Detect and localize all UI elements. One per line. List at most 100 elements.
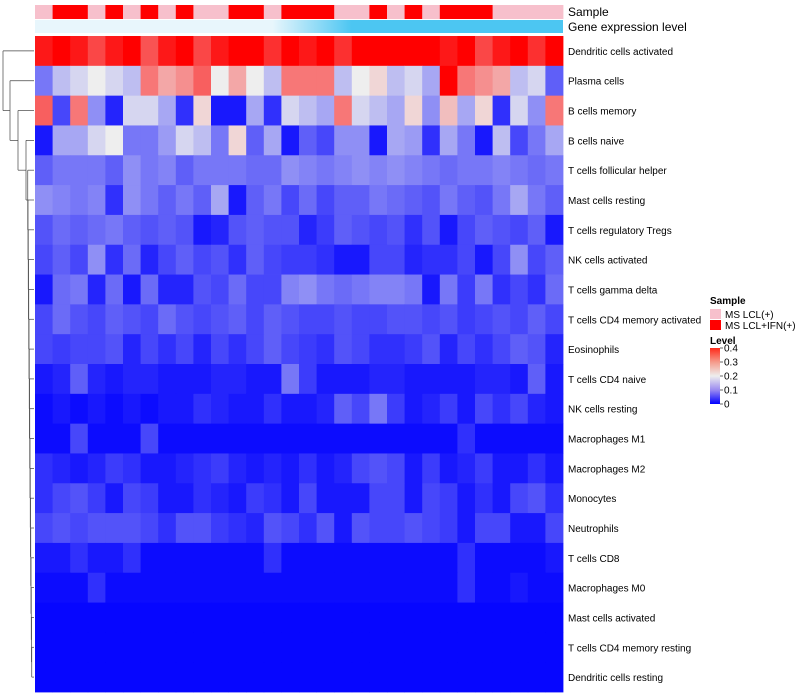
heatmap-cell bbox=[545, 453, 564, 484]
heatmap-cell bbox=[439, 513, 458, 544]
heatmap-cell bbox=[351, 95, 370, 126]
sample-legend: Sample MS LCL(+) MS LCL+IFN(+) bbox=[710, 296, 796, 332]
heatmap-cell bbox=[369, 125, 388, 156]
heatmap-cell bbox=[87, 602, 106, 633]
heatmap-cell bbox=[369, 572, 388, 603]
heatmap-cell bbox=[123, 244, 141, 275]
heatmap-cell bbox=[87, 125, 106, 156]
heatmap-cell bbox=[123, 65, 141, 97]
heatmap-cell bbox=[228, 36, 247, 67]
heatmap-cell bbox=[123, 95, 141, 126]
heatmap-cell bbox=[527, 36, 546, 67]
sample-annotation-cell bbox=[545, 5, 564, 19]
heatmap-cell bbox=[475, 244, 493, 275]
heatmap-cell bbox=[439, 36, 458, 67]
heatmap-cell bbox=[439, 244, 458, 275]
heatmap-cell bbox=[527, 274, 546, 305]
heatmap-cell bbox=[299, 423, 317, 454]
heatmap-cell bbox=[158, 572, 177, 603]
heatmap-cell bbox=[35, 393, 53, 425]
heatmap-cell bbox=[35, 572, 53, 603]
heatmap-cell bbox=[70, 95, 89, 126]
heatmap-cell bbox=[404, 662, 423, 693]
heatmap-cell bbox=[35, 483, 53, 514]
heatmap-cell bbox=[193, 453, 212, 484]
heatmap-cell bbox=[175, 572, 194, 603]
heatmap-cell bbox=[123, 214, 141, 246]
heatmap-cell bbox=[492, 423, 511, 454]
heatmap-cell bbox=[422, 662, 441, 693]
heatmap-cell bbox=[422, 125, 441, 156]
sample-annotation-cell bbox=[52, 5, 71, 19]
heatmap-cell bbox=[193, 602, 212, 633]
row-dendrogram bbox=[2, 50, 34, 678]
heatmap-cell bbox=[387, 483, 405, 514]
heatmap-cell bbox=[228, 602, 247, 633]
heatmap-cell bbox=[140, 304, 159, 335]
heatmap-cell bbox=[404, 125, 423, 156]
heatmap-cell bbox=[439, 274, 458, 305]
heatmap-cell bbox=[140, 572, 159, 603]
heatmap-cell bbox=[439, 65, 458, 97]
heatmap-cell bbox=[175, 274, 194, 305]
heatmap-cell bbox=[510, 632, 529, 663]
heatmap-cell bbox=[299, 185, 317, 216]
heatmap-cell bbox=[545, 244, 564, 275]
heatmap-cell bbox=[334, 334, 353, 365]
heatmap-cell bbox=[316, 155, 335, 186]
heatmap-cell bbox=[422, 632, 441, 663]
heatmap-cell bbox=[105, 602, 124, 633]
heatmap-cell bbox=[211, 304, 229, 335]
heatmap-cell bbox=[492, 125, 511, 156]
sample-annotation-cell bbox=[492, 5, 511, 19]
heatmap-cell bbox=[52, 483, 71, 514]
heatmap-cell bbox=[369, 95, 388, 126]
heatmap-cell bbox=[369, 602, 388, 633]
heatmap-cell bbox=[228, 65, 247, 97]
heatmap-cell bbox=[52, 453, 71, 484]
heatmap-cell bbox=[211, 155, 229, 186]
heatmap-cell bbox=[35, 632, 53, 663]
heatmap-cell bbox=[123, 334, 141, 365]
heatmap-cell bbox=[369, 334, 388, 365]
heatmap-cell bbox=[211, 364, 229, 395]
row-label: T cells CD8 bbox=[568, 554, 620, 565]
heatmap-cell bbox=[492, 453, 511, 484]
heatmap-cell bbox=[457, 453, 476, 484]
heatmap-cell bbox=[316, 602, 335, 633]
heatmap-cell bbox=[246, 214, 265, 246]
heatmap-cell bbox=[527, 364, 546, 395]
heatmap-cell bbox=[316, 304, 335, 335]
heatmap-cell bbox=[246, 483, 265, 514]
heatmap-cell bbox=[387, 95, 405, 126]
heatmap-cell bbox=[35, 304, 53, 335]
heatmap-cell bbox=[35, 95, 53, 126]
level-legend-title: Level bbox=[710, 336, 736, 347]
heatmap-cell bbox=[404, 572, 423, 603]
heatmap-cell bbox=[228, 662, 247, 693]
heatmap-cell bbox=[404, 244, 423, 275]
heatmap-cell bbox=[52, 334, 71, 365]
heatmap-cell bbox=[351, 65, 370, 97]
heatmap-cell bbox=[422, 364, 441, 395]
sample-annotation-cell bbox=[70, 5, 89, 19]
heatmap-cell bbox=[475, 364, 493, 395]
heatmap-cell bbox=[105, 513, 124, 544]
heatmap-cell bbox=[545, 513, 564, 544]
heatmap-cell bbox=[316, 334, 335, 365]
heatmap-cell bbox=[123, 483, 141, 514]
sample-annotation-track bbox=[35, 5, 564, 19]
heatmap-cell bbox=[246, 95, 265, 126]
heatmap-cell bbox=[52, 423, 71, 454]
heatmap-cell bbox=[70, 214, 89, 246]
heatmap-cell bbox=[316, 483, 335, 514]
heatmap-cell bbox=[492, 542, 511, 574]
heatmap-cell bbox=[175, 542, 194, 574]
heatmap-cell bbox=[211, 572, 229, 603]
heatmap-cell bbox=[105, 542, 124, 574]
heatmap-cell bbox=[316, 214, 335, 246]
heatmap-cell bbox=[510, 662, 529, 693]
row-label: B cells naive bbox=[568, 136, 625, 147]
heatmap-cell bbox=[246, 304, 265, 335]
heatmap-cell bbox=[105, 125, 124, 156]
